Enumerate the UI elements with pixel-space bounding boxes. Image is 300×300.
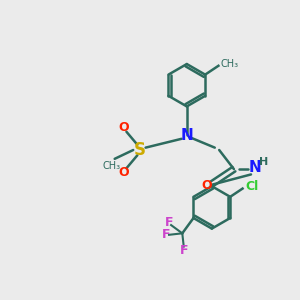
Text: N: N [180,128,193,143]
Text: N: N [248,160,261,175]
Text: S: S [134,141,146,159]
Text: CH₃: CH₃ [103,161,121,171]
Text: CH₃: CH₃ [220,59,238,69]
Text: O: O [201,179,212,192]
Text: O: O [118,166,129,178]
Text: H: H [259,157,268,167]
Text: F: F [179,244,188,256]
Text: F: F [164,216,173,229]
Text: F: F [162,228,170,241]
Text: O: O [118,122,129,134]
Text: Cl: Cl [245,180,259,193]
